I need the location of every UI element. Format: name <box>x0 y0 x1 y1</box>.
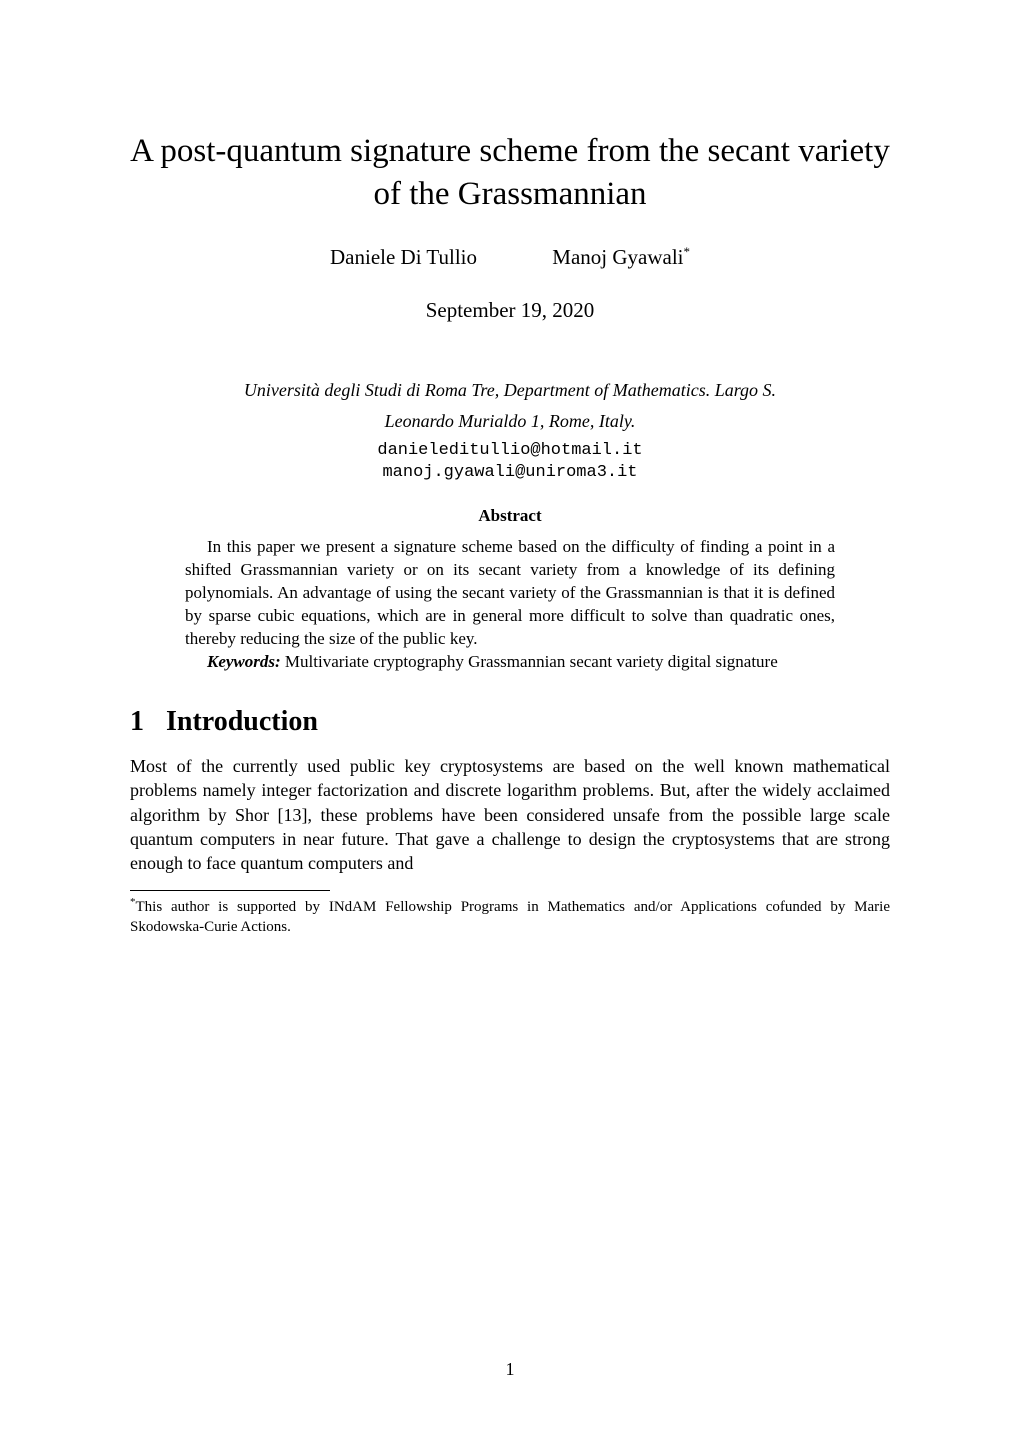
abstract-body: In this paper we present a signature sch… <box>185 536 835 674</box>
footnote-separator <box>130 890 330 891</box>
abstract-keywords: Keywords: Multivariate cryptography Gras… <box>185 651 835 674</box>
footnote-text: This author is supported by INdAM Fellow… <box>130 899 890 935</box>
affiliation-line-2: Leonardo Murialdo 1, Rome, Italy. <box>130 409 890 434</box>
email-1: danieleditullio@hotmail.it <box>130 440 890 462</box>
footnote: *This author is supported by INdAM Fello… <box>130 895 890 937</box>
section-title: Introduction <box>166 706 318 737</box>
author-1: Daniele Di Tullio <box>330 244 477 270</box>
author-marker: * <box>684 244 691 259</box>
section-number: 1 <box>130 706 144 738</box>
date: September 19, 2020 <box>130 298 890 323</box>
abstract-heading: Abstract <box>130 506 890 526</box>
section-heading: 1 Introduction <box>130 706 890 738</box>
keywords-text: Multivariate cryptography Grassmannian s… <box>281 652 778 671</box>
paper-title: A post-quantum signature scheme from the… <box>130 130 890 216</box>
page-number: 1 <box>0 1359 1020 1380</box>
author-2: Manoj Gyawali* <box>552 244 690 270</box>
author-name: Daniele Di Tullio <box>330 245 477 269</box>
affiliation-line-1: Università degli Studi di Roma Tre, Depa… <box>130 378 890 403</box>
intro-paragraph: Most of the currently used public key cr… <box>130 754 890 875</box>
authors-block: Daniele Di Tullio Manoj Gyawali* <box>130 244 890 270</box>
author-name: Manoj Gyawali <box>552 245 683 269</box>
abstract-paragraph-1: In this paper we present a signature sch… <box>185 536 835 651</box>
keywords-label: Keywords: <box>207 652 281 671</box>
email-2: manoj.gyawali@uniroma3.it <box>130 462 890 484</box>
